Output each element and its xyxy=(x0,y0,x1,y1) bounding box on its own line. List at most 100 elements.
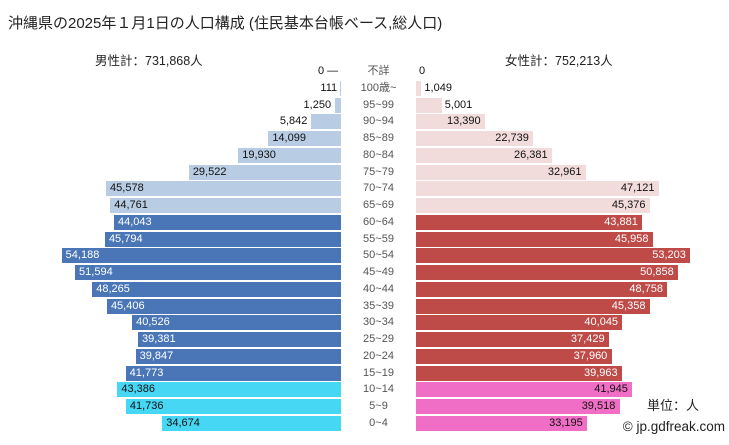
unit-label: 単位：人 xyxy=(646,398,699,413)
age-group-label: 20~24 xyxy=(363,349,394,362)
female-bar xyxy=(416,332,609,347)
female-value-label: 48,758 xyxy=(629,282,663,295)
female-value-label: 0 xyxy=(419,65,426,77)
male-value-label: 44,761 xyxy=(114,199,148,211)
female-bar xyxy=(416,415,588,431)
age-group-label: 80~84 xyxy=(363,148,394,161)
male-bar xyxy=(188,164,341,180)
male-bar xyxy=(138,332,341,347)
female-bar xyxy=(416,265,679,280)
female-bar xyxy=(416,281,668,297)
chart-title: 沖縄県の2025年１月1日の人口構成 (住民基本台帳ベース,総人口) xyxy=(8,15,443,32)
age-group-label: 5~9 xyxy=(369,400,388,412)
male-bar xyxy=(110,198,341,213)
age-group-label: 85~89 xyxy=(363,132,394,144)
male-value-label: 39,381 xyxy=(142,333,176,345)
male-value-label: 29,522 xyxy=(192,165,227,178)
male-value-label: 48,265 xyxy=(96,282,130,295)
female-bar xyxy=(416,248,691,264)
age-group-label: 35~39 xyxy=(363,299,394,312)
age-group-label: 75~79 xyxy=(363,165,394,178)
male-value-label: 0 — xyxy=(318,65,339,77)
male-bar xyxy=(106,181,341,197)
female-value-label: 41,945 xyxy=(594,383,628,396)
female-bar xyxy=(416,147,552,163)
female-value-label: 45,376 xyxy=(611,199,646,211)
female-value-label: 40,045 xyxy=(584,316,619,329)
male-value-label: 45,578 xyxy=(110,182,144,195)
male-value-label: 34,674 xyxy=(166,416,200,429)
female-bar xyxy=(416,198,650,213)
female-bar xyxy=(416,181,659,197)
female-bar xyxy=(416,97,442,113)
male-bar xyxy=(125,399,341,414)
female-value-label: 1,049 xyxy=(424,81,452,94)
female-bar xyxy=(416,164,586,180)
male-value-label: 44,043 xyxy=(117,215,152,228)
female-value-label: 22,739 xyxy=(495,132,529,144)
male-bar xyxy=(125,365,341,381)
male-bar xyxy=(132,315,341,331)
male-bar xyxy=(106,298,341,314)
male-value-label: 14,099 xyxy=(272,132,306,144)
female-value-label: 5,001 xyxy=(444,98,473,111)
female-value-label: 13,390 xyxy=(447,115,481,128)
female-bar xyxy=(416,80,422,96)
male-bar xyxy=(61,248,341,264)
female-value-label: 53,203 xyxy=(652,249,686,262)
female-value-label: 32,961 xyxy=(547,165,582,178)
male-value-label: 111 xyxy=(320,81,338,94)
male-bar xyxy=(135,348,341,364)
female-bar xyxy=(416,131,534,146)
male-total-label: 男性計：731,868人 xyxy=(95,54,203,68)
male-value-label: 54,188 xyxy=(65,249,100,262)
copyright-label: © jp.gdfreak.com xyxy=(622,419,725,434)
female-value-label: 47,121 xyxy=(620,182,655,195)
female-bar xyxy=(416,365,622,381)
male-bar xyxy=(113,214,341,230)
age-group-label: 15~19 xyxy=(363,366,394,379)
age-group-label: 30~34 xyxy=(363,316,394,329)
female-value-label: 39,963 xyxy=(583,366,618,379)
male-bar xyxy=(104,231,341,247)
female-bar xyxy=(416,348,612,364)
age-group-label: 25~29 xyxy=(363,333,394,345)
female-bar xyxy=(416,382,633,398)
male-value-label: 39,847 xyxy=(139,349,174,362)
age-group-label: 70~74 xyxy=(363,182,394,195)
male-value-label: 51,594 xyxy=(79,266,113,278)
female-value-label: 45,958 xyxy=(614,232,649,245)
male-value-label: 19,930 xyxy=(242,148,276,161)
age-group-label: 40~44 xyxy=(363,282,394,295)
female-total-label: 女性計：752,213人 xyxy=(505,54,613,68)
male-bar xyxy=(334,97,341,113)
female-value-label: 33,195 xyxy=(549,416,583,429)
male-bar xyxy=(340,80,341,96)
male-bar xyxy=(162,415,341,431)
age-group-label: 60~64 xyxy=(363,215,394,228)
male-value-label: 1,250 xyxy=(303,98,332,111)
age-group-label: 55~59 xyxy=(363,232,394,245)
female-bar xyxy=(416,315,623,331)
age-group-label: 100歳~ xyxy=(360,81,397,94)
male-value-label: 41,773 xyxy=(129,366,164,379)
male-value-label: 41,736 xyxy=(129,400,164,412)
female-bar xyxy=(416,114,486,130)
age-group-label: 10~14 xyxy=(363,383,394,396)
age-group-label: 45~49 xyxy=(363,266,394,278)
female-bar xyxy=(416,214,643,230)
male-value-label: 45,406 xyxy=(110,299,145,312)
male-value-label: 5,842 xyxy=(279,115,308,128)
female-value-label: 39,518 xyxy=(581,400,616,412)
age-group-label: 95~99 xyxy=(363,98,394,111)
age-group-label: 50~54 xyxy=(363,249,394,262)
male-bar xyxy=(117,382,341,398)
female-value-label: 45,358 xyxy=(611,299,646,312)
male-bar xyxy=(310,114,341,130)
male-value-label: 43,386 xyxy=(121,383,156,396)
female-bar xyxy=(416,231,653,247)
age-group-label: 65~69 xyxy=(363,199,394,211)
age-group-label: 不詳 xyxy=(367,65,390,77)
female-value-label: 37,960 xyxy=(573,349,608,362)
age-group-label: 0~4 xyxy=(369,416,388,429)
